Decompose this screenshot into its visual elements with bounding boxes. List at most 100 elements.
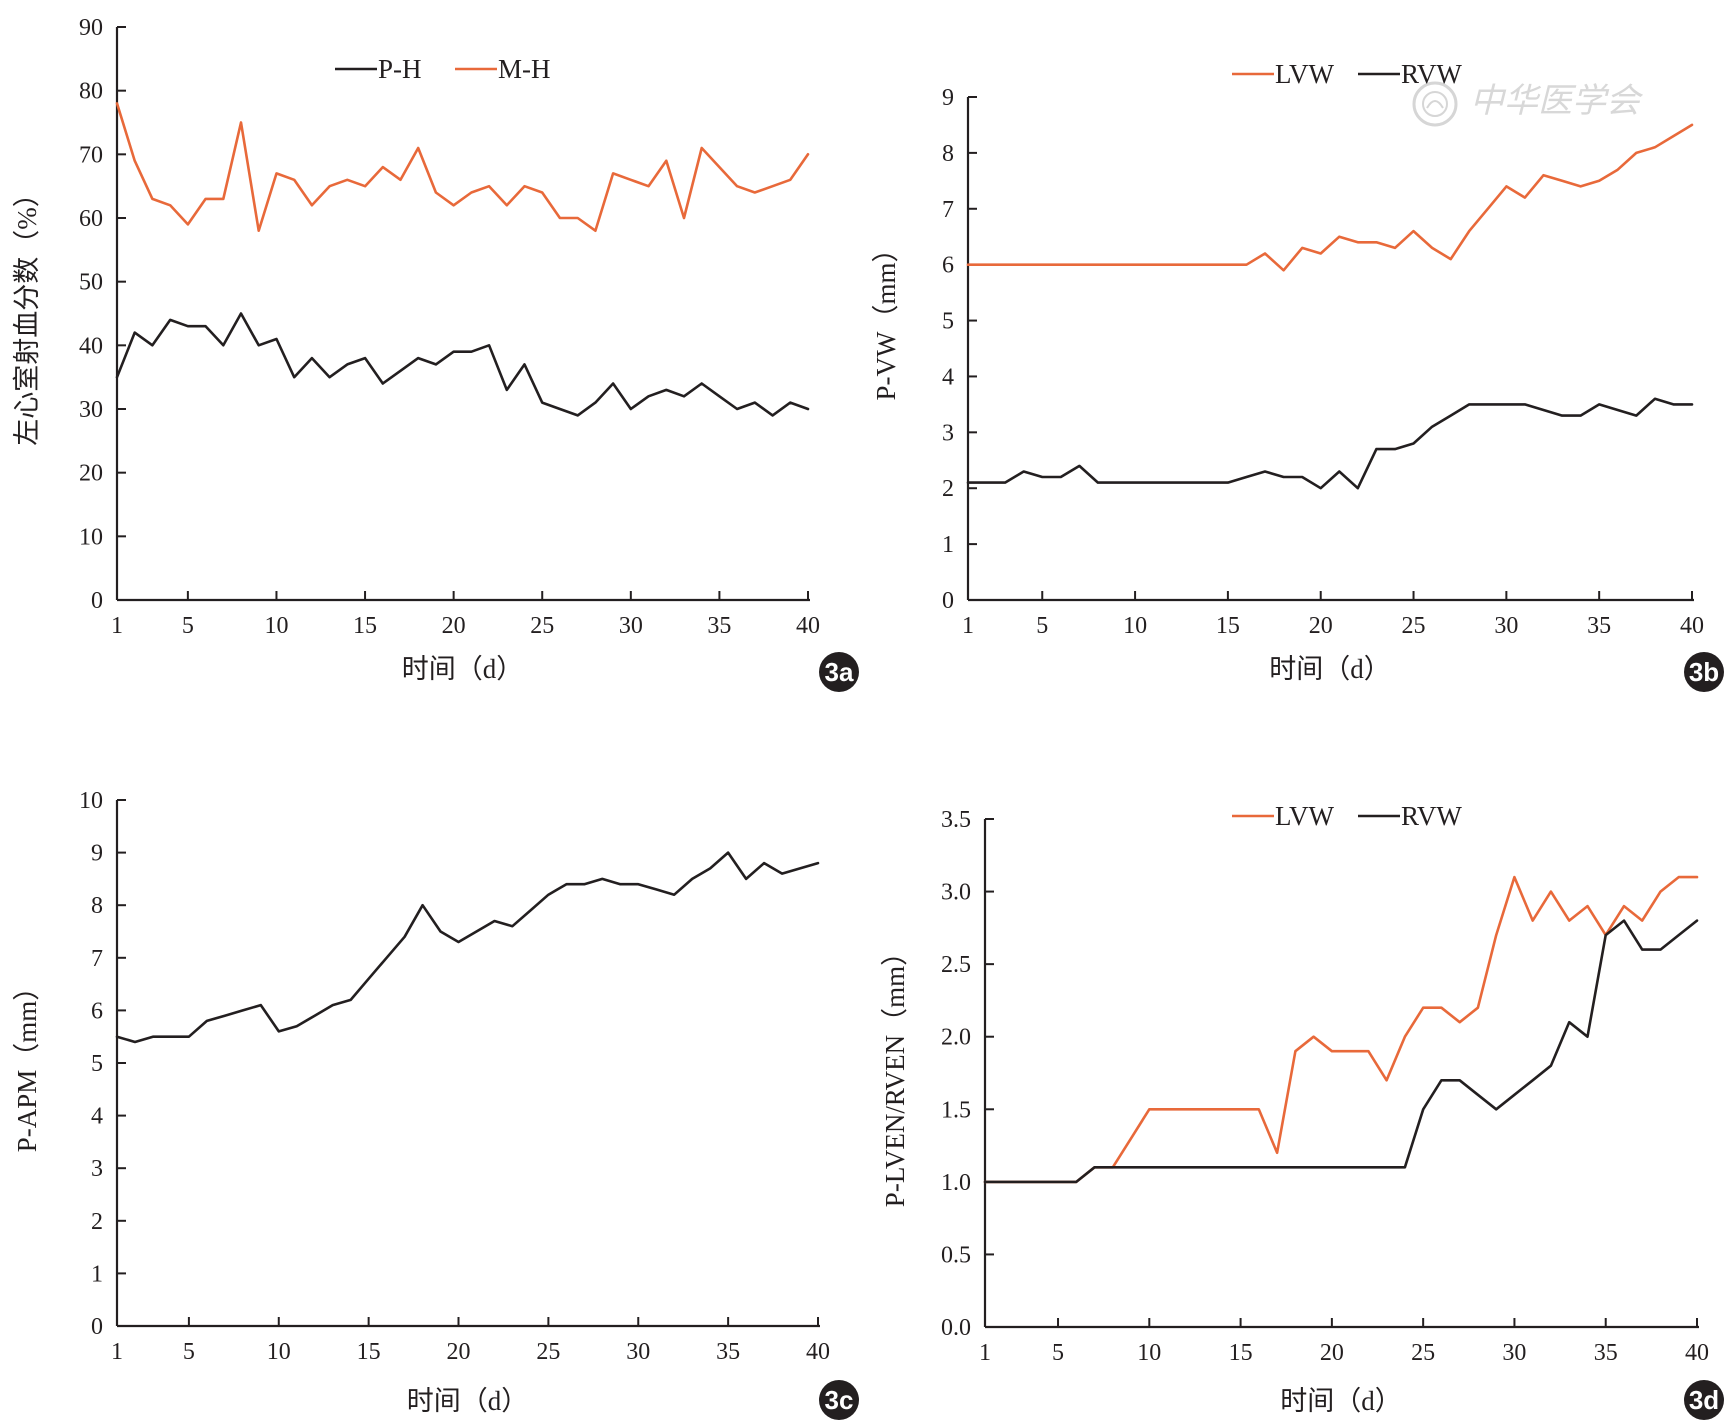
y-tick-label: 1 xyxy=(91,1261,103,1287)
y-tick-label: 2 xyxy=(91,1209,103,1235)
panel-badge-label: 3d xyxy=(1689,1385,1719,1415)
panel-badge: 3d xyxy=(1684,1380,1724,1420)
x-axis-title: 时间（d） xyxy=(402,654,524,684)
x-tick-label: 25 xyxy=(1402,613,1426,639)
x-tick-label: 15 xyxy=(1216,613,1240,639)
panel-badge: 3b xyxy=(1684,652,1724,692)
watermark-text: 中华医学会 xyxy=(1470,81,1644,121)
y-tick-label: 7 xyxy=(942,197,954,223)
y-tick-label: 0.5 xyxy=(941,1242,971,1268)
y-tick-label: 1.0 xyxy=(941,1170,971,1196)
legend-label: LVW xyxy=(1275,59,1335,89)
x-tick-label: 35 xyxy=(1587,613,1611,639)
x-tick-label: 10 xyxy=(267,1339,291,1365)
y-tick-label: 0 xyxy=(91,1314,103,1340)
x-tick-label: 5 xyxy=(183,1339,195,1365)
y-tick-label: 3.0 xyxy=(941,880,971,906)
x-tick-label: 40 xyxy=(806,1339,830,1365)
x-tick-label: 25 xyxy=(1411,1340,1435,1366)
x-tick-label: 1 xyxy=(111,1339,123,1365)
y-tick-label: 50 xyxy=(79,270,103,296)
legend-item-p-h: P-H xyxy=(335,54,422,84)
panel-badge-circle xyxy=(819,652,859,692)
legend-item-lvw: LVW xyxy=(1232,59,1335,89)
y-tick-label: 2 xyxy=(942,476,954,502)
y-tick-label: 0 xyxy=(91,588,103,614)
panel-badge-label: 3a xyxy=(825,657,854,687)
x-tick-label: 30 xyxy=(1502,1340,1526,1366)
x-tick-label: 10 xyxy=(1137,1340,1161,1366)
y-tick-label: 30 xyxy=(79,397,103,423)
y-tick-label: 8 xyxy=(942,141,954,167)
x-tick-label: 15 xyxy=(353,613,377,639)
y-tick-label: 40 xyxy=(79,333,103,359)
x-tick-label: 20 xyxy=(1309,613,1333,639)
x-tick-label: 1 xyxy=(111,613,123,639)
series-line-p-h xyxy=(115,312,810,417)
series-line-lvw xyxy=(966,123,1694,272)
y-tick-label: 2.0 xyxy=(941,1025,971,1051)
panel-badge-circle xyxy=(1684,1380,1724,1420)
legend-item-lvw: LVW xyxy=(1232,801,1335,831)
x-tick-label: 35 xyxy=(1594,1340,1618,1366)
y-tick-label: 1.5 xyxy=(941,1097,971,1123)
chart-panel-3d: 0.00.51.01.52.02.53.03.51 5 10 15 20 25 30 35 40… xyxy=(880,801,1724,1420)
y-tick-label: 70 xyxy=(79,142,103,168)
x-tick-label: 15 xyxy=(1229,1340,1253,1366)
legend-label: LVW xyxy=(1275,801,1335,831)
y-tick-label: 7 xyxy=(91,946,103,972)
x-tick-label: 5 xyxy=(182,613,194,639)
legend-item-rvw: RVW xyxy=(1358,59,1462,89)
y-tick-label: 9 xyxy=(942,85,954,111)
y-tick-label: 3 xyxy=(91,1156,103,1182)
legend-label: RVW xyxy=(1401,59,1462,89)
y-tick-label: 5 xyxy=(91,1051,103,1077)
y-tick-label: 3 xyxy=(942,420,954,446)
x-tick-label: 35 xyxy=(707,613,731,639)
y-tick-label: 10 xyxy=(79,524,103,550)
y-axis-title: P-VW（mm） xyxy=(871,236,901,401)
x-tick-label: 25 xyxy=(536,1339,560,1365)
panel-badge-label: 3b xyxy=(1689,657,1719,687)
panel-badge-circle xyxy=(1684,652,1724,692)
x-tick-label: 30 xyxy=(619,613,643,639)
series-line-p-apm xyxy=(115,851,820,1044)
y-tick-label: 0 xyxy=(942,588,954,614)
y-tick-label: 4 xyxy=(942,364,954,390)
x-axis-title: 时间（d） xyxy=(407,1386,529,1416)
legend-label: P-H xyxy=(378,54,422,84)
y-axis-title: P-LVEN/RVEN（mm） xyxy=(880,939,910,1207)
y-tick-label: 6 xyxy=(91,998,103,1024)
x-tick-label: 30 xyxy=(626,1339,650,1365)
panel-badge-label: 3c xyxy=(825,1385,854,1415)
y-tick-label: 20 xyxy=(79,461,103,487)
y-tick-label: 2.5 xyxy=(941,952,971,978)
x-tick-label: 35 xyxy=(716,1339,740,1365)
y-tick-label: 0.0 xyxy=(941,1315,971,1341)
x-tick-label: 40 xyxy=(796,613,820,639)
y-axis-title: P-APM（mm） xyxy=(12,974,42,1153)
legend-item-m-h: M-H xyxy=(455,54,551,84)
series-line-rvw xyxy=(966,397,1694,490)
y-tick-label: 10 xyxy=(79,788,103,814)
y-tick-label: 6 xyxy=(942,253,954,279)
legend-label: M-H xyxy=(498,54,551,84)
y-tick-label: 9 xyxy=(91,841,103,867)
y-tick-label: 5 xyxy=(942,309,954,335)
y-tick-label: 3.5 xyxy=(941,807,971,833)
x-tick-label: 40 xyxy=(1685,1340,1709,1366)
x-tick-label: 20 xyxy=(1320,1340,1344,1366)
y-tick-label: 8 xyxy=(91,893,103,919)
x-tick-label: 5 xyxy=(1036,613,1048,639)
x-tick-label: 25 xyxy=(530,613,554,639)
series-line-rvw xyxy=(983,919,1699,1184)
x-tick-label: 20 xyxy=(447,1339,471,1365)
x-axis-title: 时间（d） xyxy=(1280,1386,1402,1416)
x-tick-label: 15 xyxy=(357,1339,381,1365)
panel-badge-circle xyxy=(819,1380,859,1420)
panel-badge: 3c xyxy=(819,1380,859,1420)
